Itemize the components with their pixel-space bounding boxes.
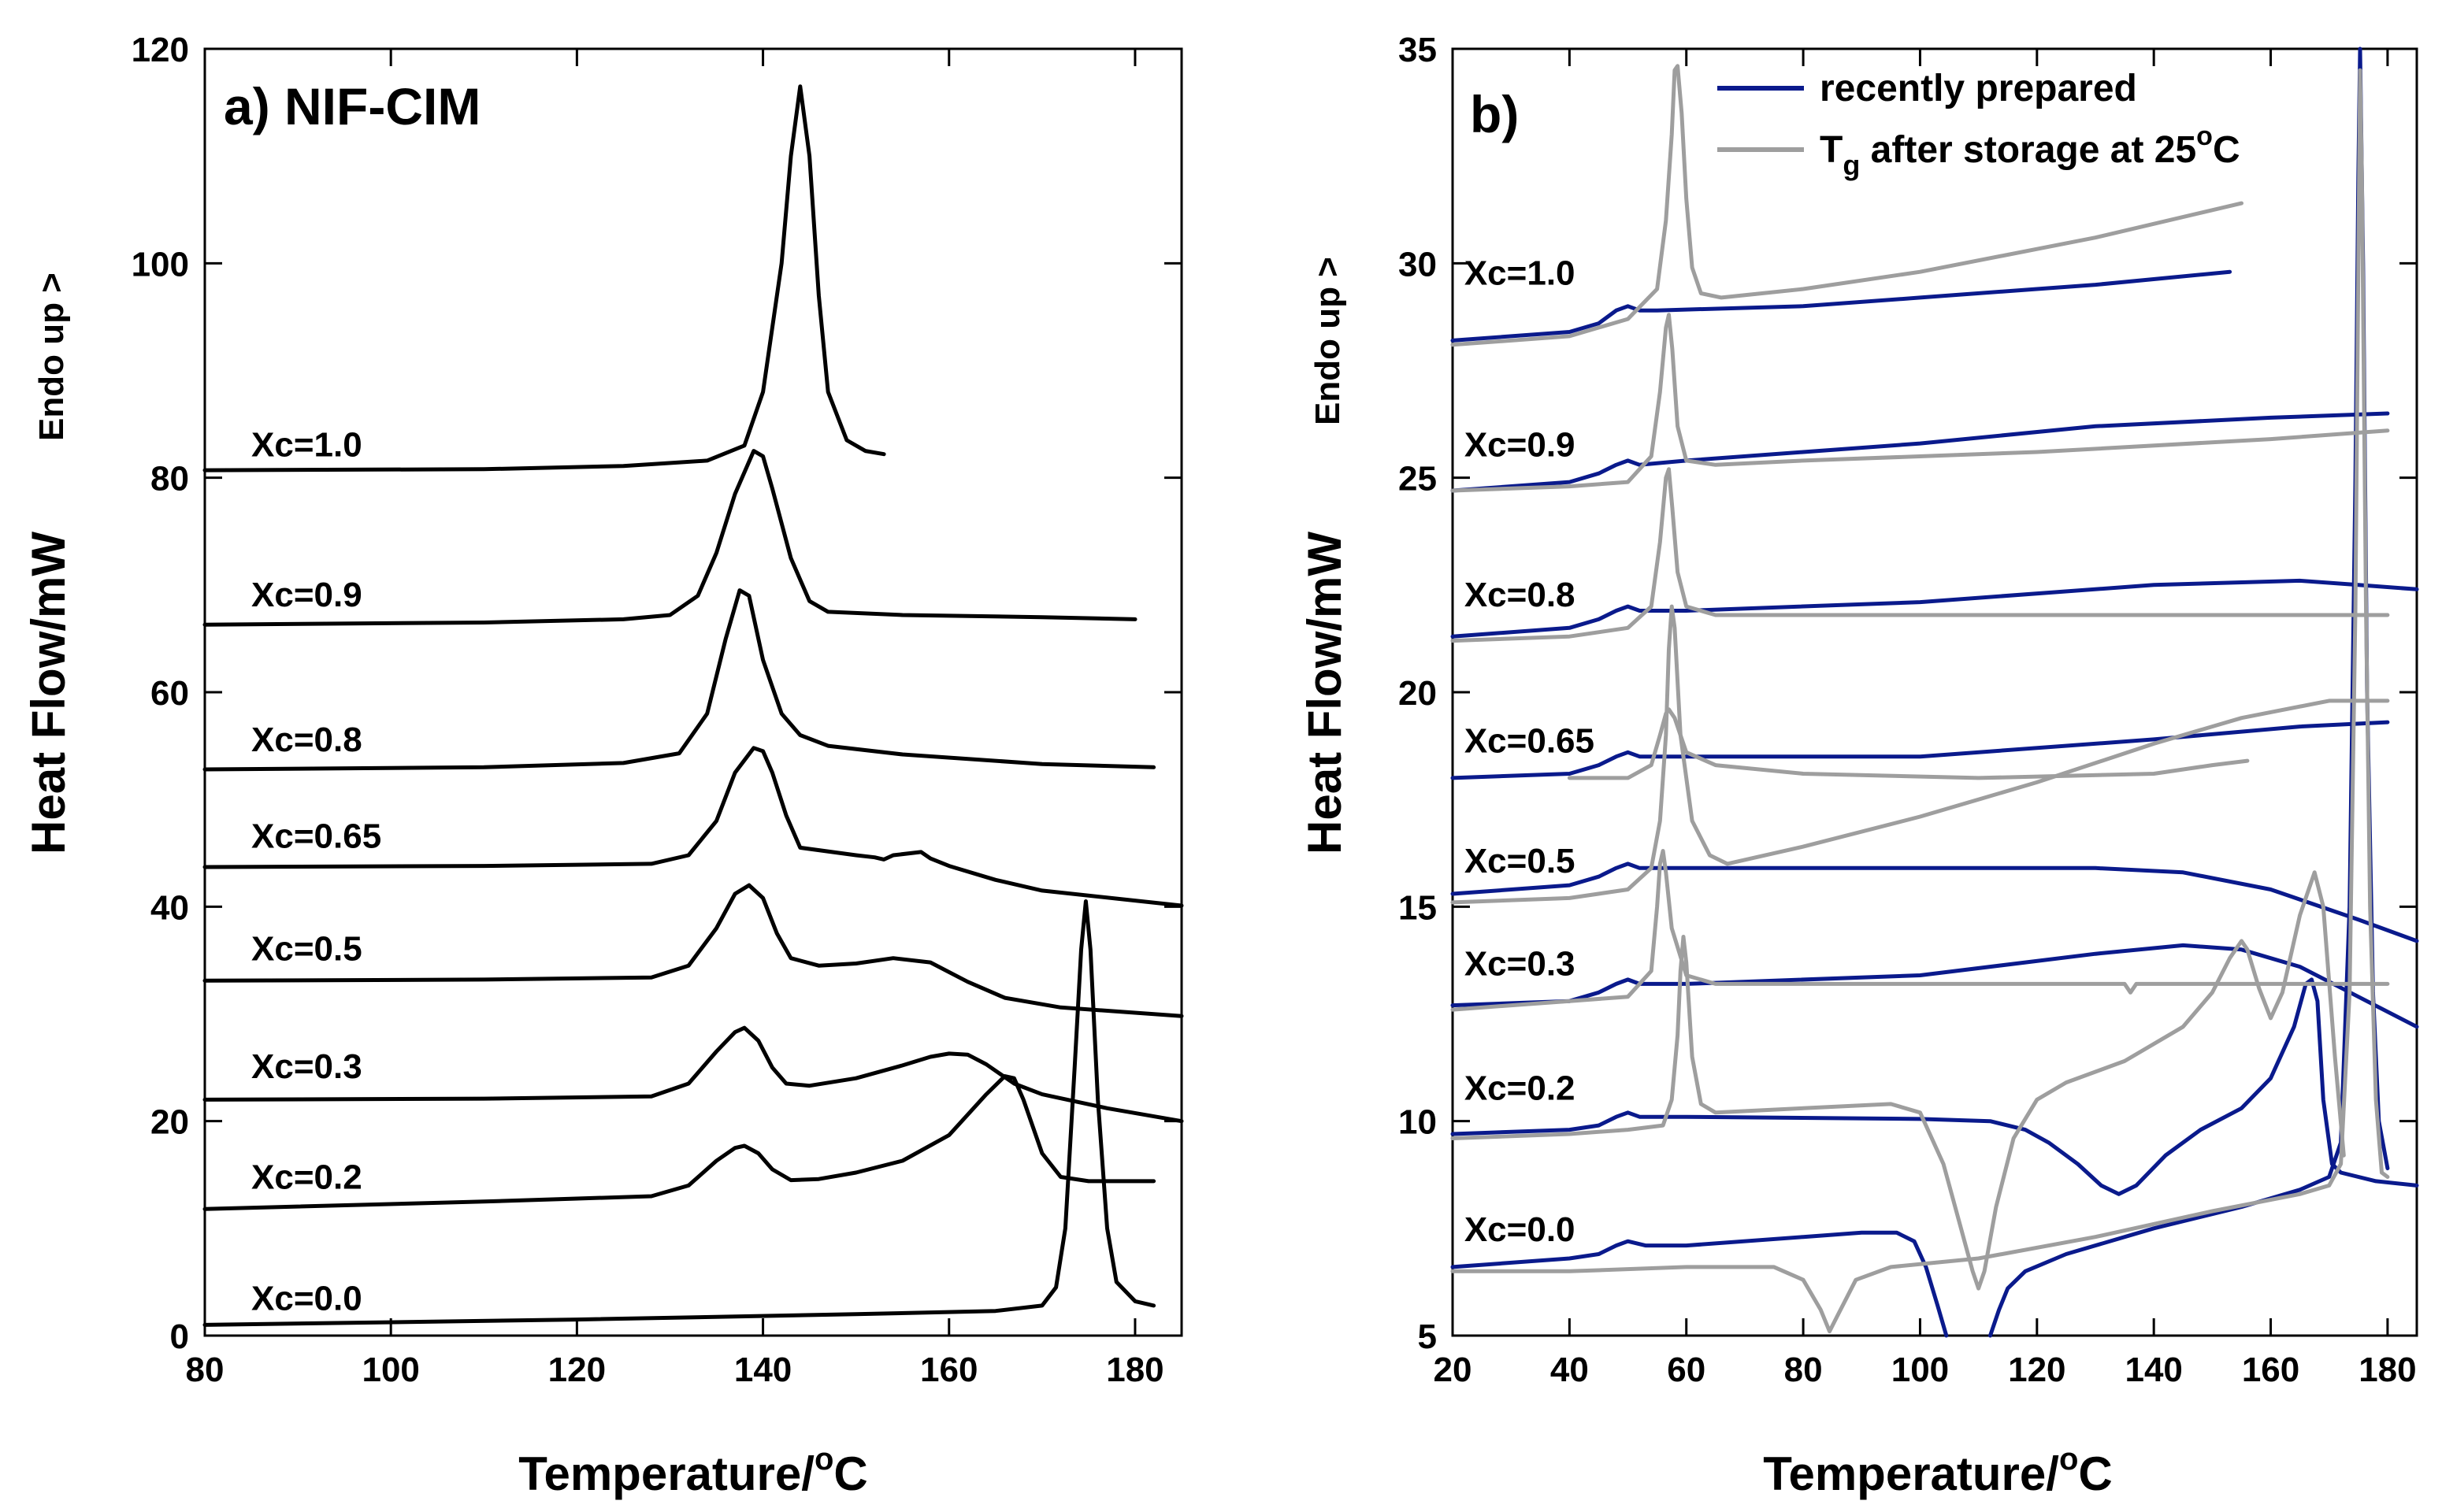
panel-b-x-tick-label: 60: [1667, 1351, 1705, 1389]
panel-b-series-line-3: [1450, 720, 2390, 780]
panel-b-x-tick-label: 20: [1434, 1351, 1472, 1389]
panel-b-x-tick-label: 120: [2008, 1351, 2065, 1389]
panel-a-x-tick-label: 180: [1106, 1351, 1163, 1389]
panel-a-curve-label: Xc=0.2: [251, 1158, 362, 1196]
panel-b-series-line-13: [1450, 604, 2390, 905]
panel-a-title: a) NIF-CIM: [224, 77, 481, 135]
panel-a-curve-label: Xc=0.5: [251, 929, 362, 968]
panel-a-plot-frame: [203, 47, 1183, 1337]
panel-b-curve-label: Xc=0.9: [1464, 425, 1575, 464]
panel-a-y-tick-label: 40: [150, 888, 189, 927]
panel-a-curve-label: Xc=0.3: [251, 1047, 362, 1086]
panel-b-curve-labels: Xc=1.0 Xc=0.9 Xc=0.8 Xc=0.65 Xc=0.5 Xc=0.3 Xc=…: [1464, 254, 1594, 1250]
panel-b-series-line-0: [1450, 269, 2232, 343]
panel-a-curve-labels: Xc=1.0 Xc=0.9 Xc=0.8 Xc=0.65 Xc=0.5 Xc=0.3 Xc=…: [251, 425, 381, 1317]
panel-a-y-tick-label: 100: [132, 245, 189, 284]
panel-b-series-line-10: [1450, 313, 2390, 493]
panel-b-curves: [1450, 46, 2419, 1338]
panel-a-y-tick-label: 20: [150, 1103, 189, 1142]
panel-b-y-axis-label: Heat Flow/mW: [1298, 532, 1351, 854]
panel-a-y-tick-label: 60: [150, 674, 189, 713]
panel-a-curve-label: Xc=0.8: [251, 721, 362, 759]
panel-a-curve-label: Xc=0.65: [251, 817, 381, 855]
panel-a-y-tick-label: 120: [132, 31, 189, 69]
panel-b-y-tick-label: 10: [1398, 1103, 1437, 1142]
panel-b-endo-up-label: Endo up >: [1308, 257, 1347, 425]
panel-a-series-line-2: [202, 588, 1156, 772]
panel-a-y-tick-label: 0: [170, 1317, 189, 1356]
panel-b-y-tick-label: 15: [1398, 888, 1437, 927]
panel-b-x-tick-label: 80: [1784, 1351, 1823, 1389]
panel-b-series-line-9: [1450, 64, 2243, 347]
panel-b-series-line-14: [1450, 849, 2390, 1012]
panel-b-x-tick-label: 140: [2125, 1351, 2182, 1389]
panel-b-curve-label: Xc=0.0: [1464, 1210, 1575, 1249]
panel-b-legend: recently prepared Tg after storage at 25…: [1717, 68, 2240, 181]
panel-a-x-tick-label: 160: [920, 1351, 978, 1389]
legend-label-recently-prepared: recently prepared: [1820, 68, 2137, 109]
panel-b-series-line-6: [1450, 977, 2419, 1196]
panel-b-x-tick-label: 160: [2242, 1351, 2299, 1389]
panel-b-series-line-16: [1450, 68, 2390, 1334]
panel-a-series-line-3: [202, 746, 1184, 908]
panel-a-y-tick-label: 80: [150, 460, 189, 498]
panel-b-y-tick-label: 30: [1398, 245, 1437, 284]
panel-b-curve-label: Xc=0.3: [1464, 944, 1575, 983]
panel-b-curve-label: Xc=0.8: [1464, 576, 1575, 614]
panel-b-curve-label: Xc=0.2: [1464, 1069, 1575, 1107]
panel-a-x-tick-label: 120: [548, 1351, 606, 1389]
panel-b-y-tick-label: 5: [1418, 1317, 1437, 1356]
panel-b-y-tick-label: 20: [1398, 674, 1437, 713]
panel-a-endo-up-label: Endo up >: [32, 272, 71, 441]
panel-b-ticks: 20 40 60 80 100 120 140 160 180 5 10 15 20 25 30 35: [1398, 31, 2417, 1389]
panel-b-series-line-1: [1450, 411, 2390, 493]
panel-b-x-axis-label: Temperature/oC: [1763, 1442, 2112, 1500]
panel-b-curve-label: Xc=0.5: [1464, 842, 1575, 880]
panel-b-y-tick-label: 25: [1398, 460, 1437, 498]
panel-b-x-tick-label: 100: [1891, 1351, 1949, 1389]
panel-a-x-tick-label: 100: [362, 1351, 419, 1389]
panel-b-series-line-12: [1567, 707, 2250, 780]
panel-b-curve-label: Xc=1.0: [1464, 254, 1575, 293]
panel-a-curve-label: Xc=0.0: [251, 1279, 362, 1317]
panel-b-series-line-4: [1450, 862, 2419, 943]
panel-b-x-tick-label: 40: [1550, 1351, 1589, 1389]
panel-a-x-tick-label: 140: [734, 1351, 792, 1389]
panel-a-series-line-4: [202, 883, 1184, 1018]
panel-a-series-line-7: [202, 899, 1156, 1327]
panel-a-series-line-6: [202, 1074, 1156, 1211]
panel-a-curve-label: Xc=0.9: [251, 576, 362, 614]
panel-b-curve-label: Xc=0.65: [1464, 721, 1594, 760]
panel-a-series-line-1: [202, 449, 1137, 627]
panel-b-title: b): [1470, 85, 1519, 143]
panel-a-ticks: 80 100 120 140 160 180 0 20 40 60 80 100 120: [132, 31, 1182, 1389]
panel-b-series-line-2: [1450, 578, 2419, 639]
legend-label-after-storage: Tg after storage at 25oC: [1820, 121, 2240, 181]
panel-b-x-tick-label: 180: [2358, 1351, 2416, 1389]
panel-a-series-line-0: [202, 84, 886, 472]
panel-a-curves: [202, 84, 1184, 1327]
panel-b-y-tick-label: 35: [1398, 31, 1437, 69]
panel-b-series-line-11: [1450, 467, 2390, 643]
panel-b-series-line-15: [1450, 870, 2346, 1291]
panel-a-x-tick-label: 80: [186, 1351, 225, 1389]
panel-b-chart: 20 40 60 80 100 120 140 160 180 5 10 15 20 25 30 35 Xc=…: [1298, 31, 2419, 1500]
panel-a-y-axis-label: Heat Flow/mW: [22, 532, 75, 854]
panel-a-curve-label: Xc=1.0: [251, 425, 362, 464]
panel-a-x-axis-label: Temperature/oC: [518, 1442, 867, 1500]
